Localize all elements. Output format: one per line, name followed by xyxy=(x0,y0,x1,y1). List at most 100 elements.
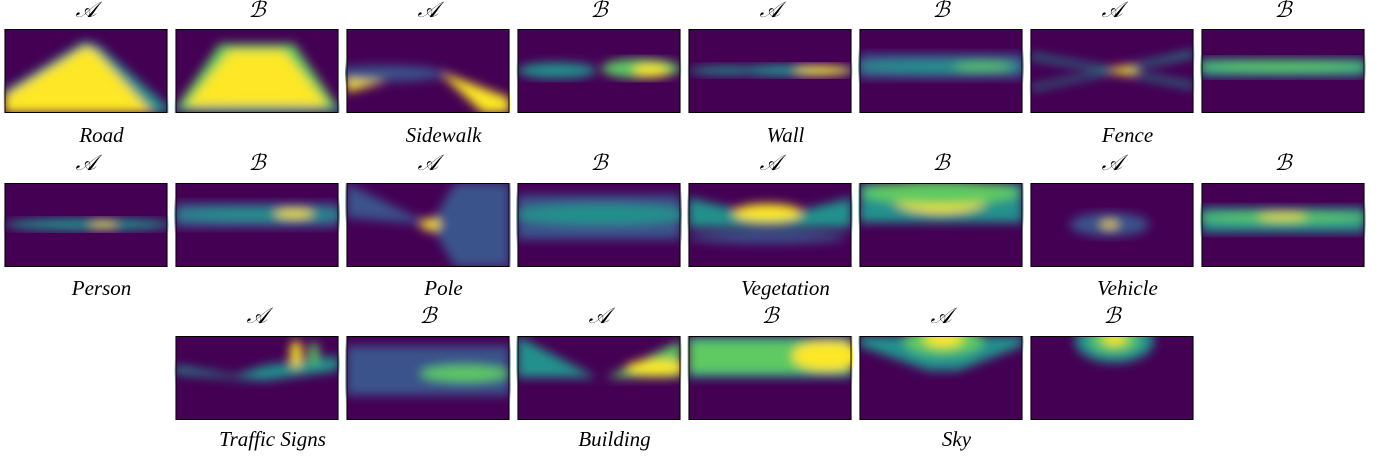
heatmap-border xyxy=(1030,183,1194,267)
heatmap xyxy=(4,183,169,267)
heatmap-border xyxy=(1030,29,1194,113)
panel-label: ℬ xyxy=(932,150,951,175)
heatmap xyxy=(1030,336,1194,420)
class-name: Sky xyxy=(942,427,972,451)
heatmap-blob xyxy=(437,70,510,113)
heatmap-blob xyxy=(517,62,597,79)
panel-label: ℬ xyxy=(590,150,609,175)
panel-label: ℬ xyxy=(761,303,780,328)
panel-label: ℬ xyxy=(248,0,267,22)
heatmap-blobs xyxy=(1070,212,1150,237)
panel-label: ℬ xyxy=(248,150,267,175)
heatmap-border xyxy=(859,183,1023,267)
heatmap xyxy=(1200,183,1366,267)
heatmap xyxy=(688,336,853,420)
heatmap-border xyxy=(4,29,168,113)
heatmap-blobs xyxy=(688,197,852,244)
heatmap xyxy=(859,183,1023,267)
heatmap-border xyxy=(688,336,852,420)
heatmap-blob xyxy=(732,203,803,222)
panel-label: ℬ xyxy=(1274,0,1293,22)
heatmap-blob xyxy=(633,64,669,77)
heatmap-blob xyxy=(4,218,169,231)
heatmap xyxy=(516,183,682,267)
class-name: Wall xyxy=(767,123,805,147)
heatmap xyxy=(1200,29,1366,113)
heatmap-border xyxy=(346,29,510,113)
heatmap-blob xyxy=(923,336,964,347)
class-name: Fence xyxy=(1101,123,1153,147)
panel-label: 𝒜 xyxy=(760,0,787,22)
heatmap-blob xyxy=(1100,221,1119,228)
panel-label: ℬ xyxy=(1103,303,1122,328)
heatmap-blobs xyxy=(175,339,339,381)
heatmap-blobs xyxy=(346,183,510,267)
heatmap-border xyxy=(175,183,339,267)
heatmap-blobs xyxy=(859,183,1023,223)
heatmap-blobs xyxy=(1074,336,1154,363)
heatmap xyxy=(517,336,682,420)
class-name: Person xyxy=(71,276,132,300)
class-name: Vegetation xyxy=(741,276,830,300)
heatmap xyxy=(346,336,510,420)
heatmap-blobs xyxy=(174,202,340,228)
heatmap-border xyxy=(1201,29,1365,113)
heatmap-blobs xyxy=(858,53,1024,79)
heatmap-blob xyxy=(345,65,446,82)
heatmap xyxy=(859,336,1023,420)
heatmap-blob xyxy=(420,218,441,231)
heatmap-blob xyxy=(1110,66,1139,75)
heatmap-blobs xyxy=(174,43,340,113)
heatmap-blobs xyxy=(1200,58,1366,77)
heatmap-blob xyxy=(174,208,340,221)
heatmap-border xyxy=(175,336,339,420)
panel-label: 𝒜 xyxy=(76,150,103,175)
class-name: Sidewalk xyxy=(406,123,482,147)
heatmap-blob xyxy=(794,66,850,75)
heatmap xyxy=(1030,29,1194,113)
heatmap xyxy=(4,29,168,113)
heatmap-blob xyxy=(420,365,510,382)
heatmap-blob xyxy=(1200,61,1366,72)
heatmap-blob xyxy=(274,209,314,218)
panel-label: 𝒜 xyxy=(1102,0,1129,22)
heatmap-blobs xyxy=(345,65,510,113)
class-name: Vehicle xyxy=(1097,276,1158,300)
heatmap-blobs xyxy=(688,64,853,77)
heatmap-blob xyxy=(1102,336,1127,345)
heatmap xyxy=(346,183,510,267)
panel-label: 𝒜 xyxy=(418,150,445,175)
heatmap-blob xyxy=(688,66,768,75)
heatmap-blob xyxy=(516,204,682,225)
panel-label: ℬ xyxy=(932,0,951,22)
class-name: Pole xyxy=(423,276,462,300)
heatmap xyxy=(345,29,510,113)
class-name: Road xyxy=(78,123,124,147)
heatmap-border xyxy=(688,183,852,267)
heatmap-blobs xyxy=(517,58,681,79)
heatmap-blobs xyxy=(1200,207,1366,233)
heatmap-blob xyxy=(861,183,1020,205)
heatmap xyxy=(174,183,340,267)
heatmap-blob xyxy=(1257,213,1308,220)
heatmap-blobs xyxy=(4,40,168,113)
panel-label: 𝒜 xyxy=(589,303,616,328)
heatmap-blob xyxy=(308,341,319,366)
heatmap-blob xyxy=(792,340,853,371)
heatmap-blob xyxy=(4,46,153,113)
heatmap xyxy=(517,29,681,113)
panel-label: 𝒜 xyxy=(418,0,445,22)
panel-label: 𝒜 xyxy=(931,303,958,328)
heatmap-border xyxy=(1201,183,1365,267)
heatmap-border xyxy=(859,29,1023,113)
heatmap xyxy=(174,29,340,113)
heatmap xyxy=(688,29,853,113)
heatmap-bg xyxy=(517,336,681,420)
heatmap-border xyxy=(175,29,339,113)
heatmap-border xyxy=(346,336,510,420)
heatmap-blob xyxy=(430,183,510,267)
panel-label: 𝒜 xyxy=(1102,150,1129,175)
heatmap xyxy=(1030,183,1194,267)
class-name: Traffic Signs xyxy=(219,427,326,451)
